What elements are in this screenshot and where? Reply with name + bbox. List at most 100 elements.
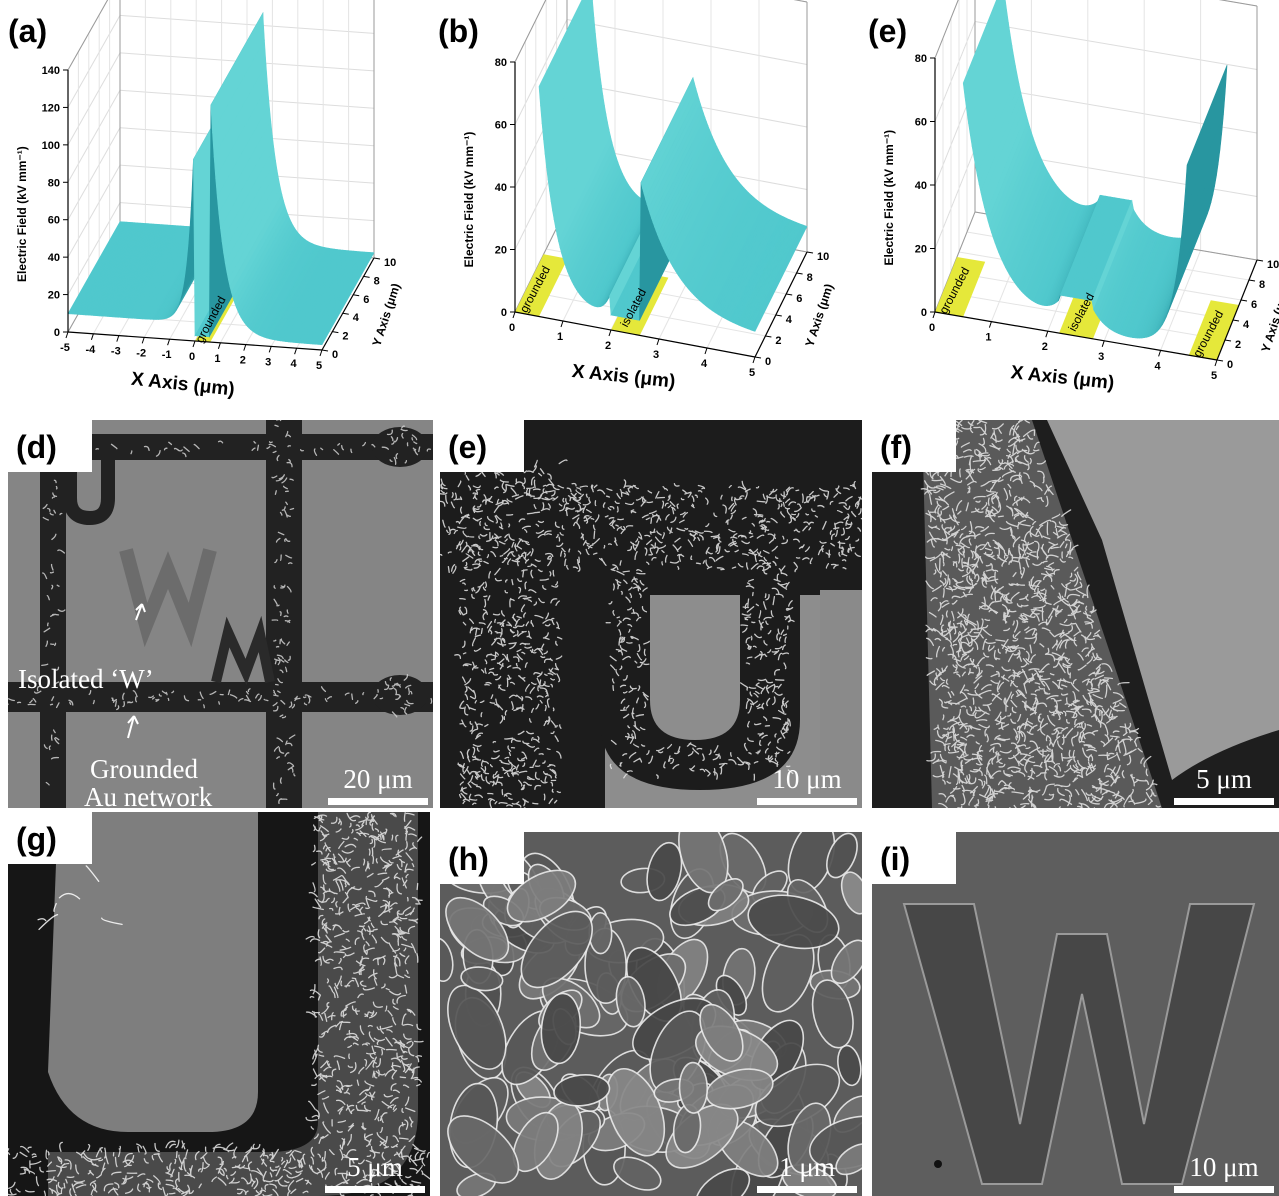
panel-label: (i): [880, 841, 910, 877]
y-tick-label: 2: [1235, 339, 1241, 351]
y-tick-label: 8: [374, 275, 380, 287]
tick-mark: [364, 276, 370, 277]
z-tick-label: 60: [495, 120, 507, 132]
z-axis-title: Electric Field (kV mm⁻¹): [462, 132, 476, 268]
z-tick-label: 20: [495, 245, 507, 257]
tick-mark: [142, 337, 144, 343]
scale-bar: [325, 1186, 425, 1193]
y-tick-label: 10: [1267, 259, 1279, 271]
sem-image: (i)10 μm: [872, 832, 1279, 1196]
x-tick-label: 0: [929, 322, 935, 334]
z-tick-label: 80: [48, 177, 60, 189]
z-axis-title: Electric Field (kV mm⁻¹): [882, 130, 896, 266]
panel-label: (e): [448, 429, 487, 465]
scale-bar: [328, 798, 428, 805]
y-axis-title: Y Axis (μm): [369, 282, 403, 349]
x-tick-label: -3: [111, 346, 121, 358]
y-tick-label: 8: [1259, 279, 1265, 291]
tick-mark: [1159, 350, 1161, 356]
au-line: [266, 420, 302, 808]
x-tick-label: -4: [86, 344, 97, 356]
tick-mark: [776, 315, 782, 316]
tick-mark: [786, 294, 792, 295]
figure: (a)020406080100120140-5-4-3-2-1012345024…: [0, 0, 1279, 1196]
scale-bar-label: 5 μm: [1196, 764, 1252, 794]
tick-mark: [269, 346, 271, 352]
tick-mark: [218, 343, 220, 349]
grid-line: [68, 90, 120, 182]
tick-mark: [1217, 360, 1223, 361]
tick-mark: [1257, 260, 1263, 261]
z-tick-label: 0: [501, 307, 507, 319]
tick-mark: [193, 341, 195, 347]
x-tick-label: 2: [605, 340, 611, 352]
particle: [934, 1160, 942, 1168]
x-tick-label: 5: [749, 367, 755, 379]
y-tick-label: 0: [332, 349, 338, 361]
x-tick-label: 3: [265, 356, 271, 368]
y-tick-label: 10: [817, 251, 829, 263]
z-tick-label: 60: [48, 215, 60, 227]
z-tick-label: 100: [42, 140, 60, 152]
u-inner: [650, 595, 740, 740]
panel-label: (g): [16, 821, 57, 857]
tick-mark: [295, 348, 297, 354]
sem-image: (g)5 μm: [2, 812, 430, 1196]
scale-bar: [1174, 1186, 1274, 1193]
x-tick-label: 2: [240, 355, 246, 367]
tick-mark: [609, 330, 611, 336]
y-tick-label: 4: [1243, 319, 1250, 331]
tick-mark: [705, 348, 707, 354]
z-tick-label: 120: [42, 102, 60, 114]
x-tick-label: 3: [653, 349, 659, 361]
grid-line: [68, 128, 120, 220]
tick-mark: [797, 273, 803, 274]
tick-mark: [1046, 331, 1048, 337]
sem-image: (e)10 μm: [437, 420, 865, 811]
y-tick-label: 4: [786, 314, 793, 326]
grid-line: [935, 149, 975, 249]
tick-mark: [807, 252, 813, 253]
tick-mark: [1249, 280, 1255, 281]
panel-label: (b): [438, 13, 479, 49]
x-tick-label: -2: [136, 347, 146, 359]
tick-mark: [91, 334, 93, 340]
y-tick-label: 0: [765, 356, 771, 368]
x-tick-label: 4: [291, 358, 298, 370]
field-plot: (e)0204060800123450246810Electric Field …: [868, 0, 1279, 394]
tick-mark: [1215, 360, 1217, 366]
panel-label: (h): [448, 841, 489, 877]
z-axis-title: Electric Field (kV mm⁻¹): [15, 146, 29, 282]
tick-mark: [933, 312, 935, 318]
x-tick-label: 0: [189, 351, 195, 363]
box-edge: [975, 0, 1257, 6]
tick-mark: [753, 357, 755, 363]
x-axis-title: X Axis (μm): [571, 361, 676, 393]
grid-line: [68, 0, 120, 70]
y-tick-label: 2: [775, 335, 781, 347]
y-tick-label: 6: [796, 293, 802, 305]
scale-bar-label: 1 μm: [779, 1152, 835, 1182]
tick-mark: [66, 332, 68, 338]
x-tick-label: -5: [60, 342, 70, 354]
tick-mark: [353, 295, 359, 296]
x-tick-label: 1: [985, 332, 991, 344]
box-edge: [935, 0, 975, 58]
y-tick-label: 8: [807, 272, 813, 284]
grid-line: [68, 15, 120, 107]
y-tick-label: 10: [384, 257, 396, 269]
y-axis-title: Y Axis (μm): [802, 282, 836, 349]
nanoflake: [679, 1062, 708, 1113]
y-tick-label: 6: [363, 294, 369, 306]
x-tick-label: 3: [1098, 351, 1104, 363]
x-tick-label: 1: [557, 331, 563, 343]
grid-line: [975, 0, 1257, 6]
tick-mark: [117, 336, 119, 342]
tick-mark: [765, 336, 771, 337]
sem-image: (d)20 μmIsolated ‘W’GroundedAu network: [6, 420, 433, 812]
z-tick-label: 40: [48, 252, 60, 264]
annotation: Au network: [84, 782, 213, 812]
y-tick-label: 2: [342, 331, 348, 343]
tick-mark: [989, 322, 991, 328]
